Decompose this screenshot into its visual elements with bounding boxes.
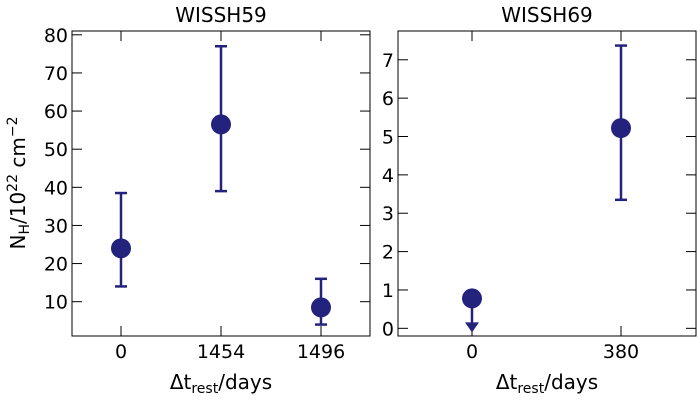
y-tick-label: 7 [382, 50, 394, 72]
x-tick-label: 0 [115, 341, 127, 363]
y-tick-label: 70 [44, 63, 68, 85]
panel-wissh59-marks: 10 20 30 40 50 60 70 80 0 1454 1496 [44, 25, 370, 363]
y-tick-label: 2 [382, 242, 394, 264]
x-tick-label: 1454 [197, 341, 245, 363]
panel-wissh59: WISSH59 10 20 30 40 50 60 70 80 0 1454 1496 Δtrest… [5, 3, 371, 397]
x-tick-label: 1496 [297, 341, 345, 363]
panel-wissh59-title: WISSH59 [175, 3, 267, 27]
data-point [111, 238, 131, 259]
x-tick-label: 380 [603, 341, 639, 363]
y-tick-label: 30 [44, 215, 68, 237]
y-tick-label: 5 [382, 127, 394, 149]
y-tick-label: 50 [44, 139, 68, 161]
y-tick-label: 4 [382, 165, 394, 187]
x-tick-label: 0 [466, 341, 478, 363]
panel-wissh69-title: WISSH69 [501, 3, 593, 27]
y-tick-label: 1 [382, 280, 394, 302]
y-tick-label: 10 [44, 292, 68, 314]
y-tick-label: 80 [44, 25, 68, 47]
upper-limit-arrow [465, 322, 479, 333]
y-tick-label: 40 [44, 177, 68, 199]
y-tick-label: 3 [382, 203, 394, 225]
panel-wissh69-xlabel: Δtrest/days [496, 370, 598, 397]
y-tick-label: 60 [44, 101, 68, 123]
y-tick-label: 0 [382, 318, 394, 340]
panel-wissh69-frame [397, 30, 697, 337]
y-tick-label: 6 [382, 88, 394, 110]
data-point [211, 114, 231, 135]
panel-wissh59-ylabel: NH/1022 cm−2 [5, 117, 33, 250]
data-point [611, 118, 631, 139]
data-point [462, 288, 482, 309]
panel-wissh69-marks: 0 1 2 3 4 5 6 7 0 380 [382, 31, 696, 363]
panel-wissh59-xlabel: Δtrest/days [170, 370, 272, 397]
panel-wissh69: WISSH69 0 1 2 3 4 5 6 7 0 380 Δtrest/days [382, 3, 697, 397]
data-point [311, 297, 331, 318]
y-tick-label: 20 [44, 254, 68, 276]
